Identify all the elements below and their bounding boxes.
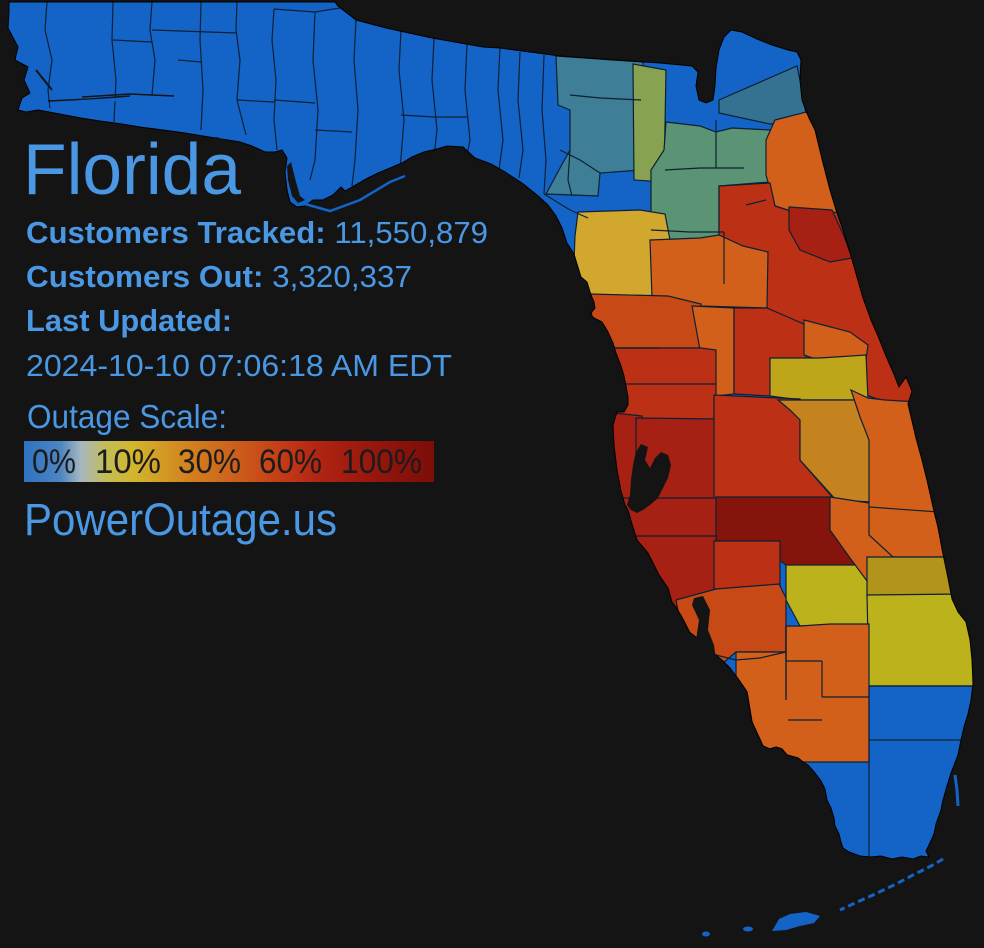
svg-text:Customers Out: 3,320,337: Customers Out: 3,320,337 xyxy=(26,259,412,294)
svg-text:0%: 0% xyxy=(32,443,76,481)
svg-text:30%: 30% xyxy=(178,443,241,481)
svg-text:2024-10-10 07:06:18 AM EDT: 2024-10-10 07:06:18 AM EDT xyxy=(26,348,452,383)
svg-text:Outage Scale:: Outage Scale: xyxy=(27,398,227,435)
svg-text:PowerOutage.us: PowerOutage.us xyxy=(24,494,337,545)
svg-text:10%: 10% xyxy=(95,443,161,481)
svg-text:Last Updated:: Last Updated: xyxy=(26,303,232,338)
svg-text:100%: 100% xyxy=(341,443,422,481)
svg-text:Customers Tracked: 11,550,879: Customers Tracked: 11,550,879 xyxy=(26,215,488,250)
svg-text:Florida: Florida xyxy=(23,130,242,210)
svg-text:60%: 60% xyxy=(259,443,322,481)
